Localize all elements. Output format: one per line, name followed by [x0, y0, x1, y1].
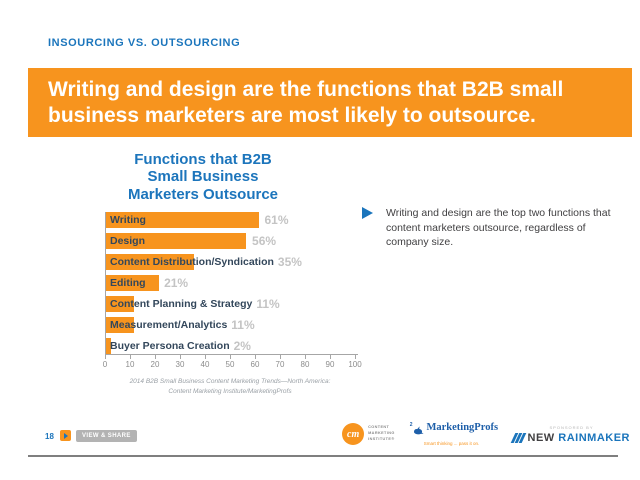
- axis-tick-label: 40: [200, 360, 210, 369]
- axis-tick: [230, 355, 231, 359]
- sponsored-by-label: SPONSORED BY: [549, 424, 594, 430]
- new-rainmaker-word-new: NEW: [527, 431, 555, 444]
- axis-tick-label: 60: [250, 360, 260, 369]
- bird-icon: [413, 422, 425, 440]
- chart-bar: [106, 296, 134, 312]
- bar-value-label: 11%: [256, 297, 280, 311]
- chart-title-line: Marketers Outsource: [127, 185, 279, 203]
- axis-tick: [130, 355, 131, 359]
- axis-tick: [305, 355, 306, 359]
- axis-tick-label: 80: [300, 360, 310, 369]
- new-rainmaker-wordmark: NEW RAINMAKER: [528, 432, 630, 444]
- marketingprofs-logo[interactable]: 2 MarketingProfs Smart thinking ... pass…: [410, 422, 498, 446]
- chart-plot-area: Writing 61% Design 56% Content Distribution/…: [105, 212, 366, 359]
- bar-value-label: 61%: [264, 213, 289, 227]
- chart-row: Content Distribution/Syndication 35%: [106, 254, 366, 275]
- axis-tick-label: 10: [125, 360, 135, 369]
- chart-row: Editing 21%: [106, 275, 366, 296]
- bar-category-label: Content Distribution/Syndication: [110, 256, 274, 268]
- axis-tick-label: 70: [275, 360, 285, 369]
- axis-tick-label: 20: [150, 360, 160, 369]
- chart-bar: [106, 338, 111, 354]
- view-share-button[interactable]: VIEW & SHARE: [76, 430, 137, 442]
- bar-value-label: 11%: [231, 318, 255, 332]
- chart-source: 2014 B2B Small Business Content Marketin…: [80, 377, 380, 398]
- axis-tick-label: 30: [175, 360, 185, 369]
- chart-row: Writing 61%: [106, 212, 366, 233]
- axis-tick: [330, 355, 331, 359]
- chart-row: Buyer Persona Creation 2%: [106, 338, 366, 359]
- bar-category-label: Design: [110, 235, 146, 247]
- headline-text: Writing and design are the functions tha…: [48, 78, 564, 127]
- axis-tick: [105, 355, 106, 359]
- slashes-icon: [510, 432, 526, 443]
- footer-logos: cm CONTENT MARKETING INSTITUTE® 2 Market…: [342, 422, 630, 446]
- cmi-logo[interactable]: cm CONTENT MARKETING INSTITUTE®: [342, 423, 395, 445]
- chart-bar: [106, 233, 246, 249]
- axis-tick: [155, 355, 156, 359]
- marketingprofs-tagline: Smart thinking ... pass it on.: [423, 441, 480, 446]
- chart-bar: [106, 317, 134, 333]
- chart-source-line: 2014 B2B Small Business Content Marketin…: [129, 378, 331, 385]
- marketingprofs-superscript: 2: [409, 422, 413, 428]
- cmi-wordmark-line: INSTITUTE®: [368, 436, 395, 441]
- bar-category-label: Content Planning & Strategy: [110, 298, 253, 310]
- chart-title: Functions that B2B Small Business Market…: [93, 151, 313, 203]
- cmi-wordmark-line: MARKETING: [368, 431, 395, 436]
- axis-tick-label: 0: [102, 360, 108, 369]
- bar-category-label: Writing: [110, 214, 146, 226]
- axis-tick: [255, 355, 256, 359]
- axis-tick-label: 100: [348, 360, 362, 369]
- marketingprofs-wordmark: MarketingProfs: [426, 422, 499, 433]
- chart-row: Content Planning & Strategy 11%: [106, 296, 366, 317]
- bar-value-label: 35%: [277, 255, 302, 269]
- axis-tick: [205, 355, 206, 359]
- new-rainmaker-word-rainmaker: RAINMAKER: [558, 431, 630, 444]
- cmi-wordmark-line: CONTENT: [368, 425, 390, 430]
- chart-row: Measurement/Analytics 11%: [106, 317, 366, 338]
- new-rainmaker-logo[interactable]: SPONSORED BY NEW RAINMAKER: [510, 424, 630, 444]
- axis-tick-label: 90: [325, 360, 335, 369]
- cmi-monogram-icon: cm: [342, 423, 365, 445]
- callout-text: Writing and design are the top two funct…: [386, 207, 611, 249]
- bar-category-label: Buyer Persona Creation: [110, 340, 230, 352]
- chart-bar: [106, 254, 194, 270]
- axis-tick: [280, 355, 281, 359]
- bar-value-label: 2%: [233, 339, 251, 353]
- slide-eyebrow: INSOURCING VS. OUTSOURCING: [48, 37, 241, 49]
- bar-category-label: Measurement/Analytics: [110, 319, 228, 331]
- axis-tick-label: 50: [225, 360, 235, 369]
- chart-source-line: Content Marketing Institute/MarketingPro…: [168, 388, 292, 396]
- bar-category-label: Editing: [110, 277, 146, 289]
- footer-divider: [28, 455, 618, 457]
- chart-bar: [106, 275, 159, 291]
- bar-value-label: 56%: [252, 234, 277, 248]
- chart-title-line: Small Business: [147, 168, 259, 186]
- cmi-wordmark: CONTENT MARKETING INSTITUTE®: [368, 425, 395, 442]
- chart-row: Design 56%: [106, 233, 366, 254]
- chart-x-axis: 0 10 20 30 40 50 60 70 80 90 100: [102, 354, 362, 371]
- headline-banner: Writing and design are the functions tha…: [28, 68, 632, 137]
- axis-tick: [355, 355, 356, 359]
- callout: Writing and design are the top two funct…: [362, 206, 622, 250]
- page-number: 18: [45, 432, 54, 441]
- bar-value-label: 21%: [164, 276, 189, 290]
- axis-tick: [180, 355, 181, 359]
- share-icon[interactable]: [60, 430, 71, 441]
- chart-title-line: Functions that B2B: [134, 151, 272, 168]
- triangle-bullet-icon: [362, 207, 373, 219]
- chart-bar: [106, 212, 259, 228]
